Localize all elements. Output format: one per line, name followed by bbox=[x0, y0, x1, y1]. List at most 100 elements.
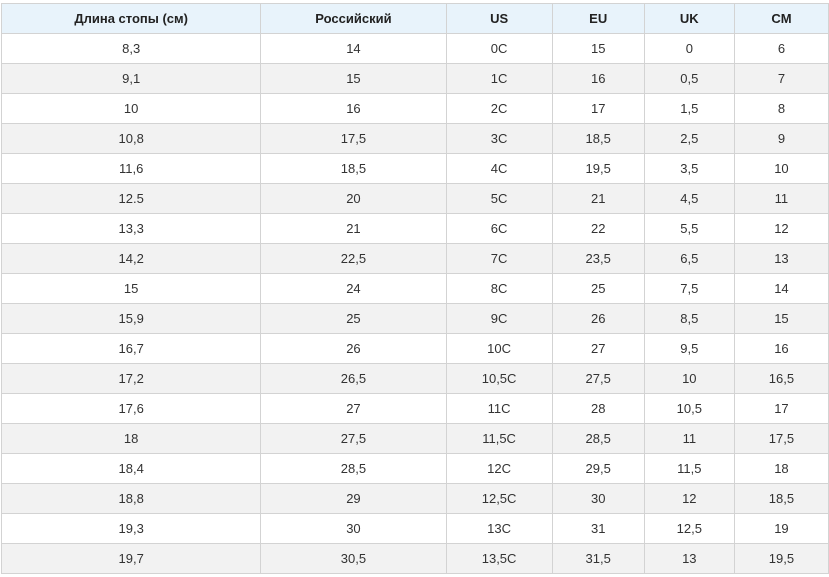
cell-uk: 0 bbox=[643, 33, 735, 64]
table-row: 12.5 20 5C 21 4,5 11 bbox=[0, 183, 829, 214]
cell-foot-length: 17,6 bbox=[0, 393, 262, 424]
cell-us: 7C bbox=[445, 243, 553, 274]
cell-russian: 17,5 bbox=[260, 123, 447, 154]
cell-us: 6C bbox=[445, 213, 553, 244]
cell-cm: 16,5 bbox=[733, 363, 829, 394]
cell-eu: 31,5 bbox=[551, 543, 645, 574]
cell-cm: 13 bbox=[733, 243, 829, 274]
cell-eu: 28,5 bbox=[551, 423, 645, 454]
table-row: 10,8 17,5 3C 18,5 2,5 9 bbox=[0, 123, 829, 154]
cell-russian: 25 bbox=[260, 303, 447, 334]
cell-uk: 5,5 bbox=[643, 213, 735, 244]
cell-russian: 22,5 bbox=[260, 243, 447, 274]
cell-cm: 10 bbox=[733, 153, 829, 184]
cell-russian: 27,5 bbox=[260, 423, 447, 454]
cell-uk: 13 bbox=[643, 543, 735, 574]
cell-uk: 0,5 bbox=[643, 63, 735, 94]
cell-uk: 12 bbox=[643, 483, 735, 514]
header-cm: CM bbox=[733, 3, 829, 34]
cell-uk: 8,5 bbox=[643, 303, 735, 334]
table-row: 18 27,5 11,5C 28,5 11 17,5 bbox=[0, 423, 829, 454]
cell-foot-length: 15,9 bbox=[0, 303, 262, 334]
cell-uk: 11 bbox=[643, 423, 735, 454]
cell-eu: 18,5 bbox=[551, 123, 645, 154]
cell-foot-length: 10,8 bbox=[0, 123, 262, 154]
table-row: 11,6 18,5 4C 19,5 3,5 10 bbox=[0, 153, 829, 184]
cell-eu: 15 bbox=[551, 33, 645, 64]
table-row: 14,2 22,5 7C 23,5 6,5 13 bbox=[0, 243, 829, 274]
cell-foot-length: 8,3 bbox=[0, 33, 262, 64]
cell-eu: 27,5 bbox=[551, 363, 645, 394]
cell-us: 4C bbox=[445, 153, 553, 184]
cell-foot-length: 9,1 bbox=[0, 63, 262, 94]
cell-uk: 7,5 bbox=[643, 273, 735, 304]
cell-eu: 22 bbox=[551, 213, 645, 244]
cell-uk: 12,5 bbox=[643, 513, 735, 544]
cell-uk: 2,5 bbox=[643, 123, 735, 154]
cell-foot-length: 19,7 bbox=[0, 543, 262, 574]
table-header: Длина стопы (см) Российский US EU UK CM bbox=[0, 3, 829, 34]
cell-us: 1C bbox=[445, 63, 553, 94]
cell-foot-length: 13,3 bbox=[0, 213, 262, 244]
cell-russian: 24 bbox=[260, 273, 447, 304]
cell-us: 2C bbox=[445, 93, 553, 124]
cell-cm: 16 bbox=[733, 333, 829, 364]
cell-us: 5C bbox=[445, 183, 553, 214]
table-body: 8,3 14 0C 15 0 6 9,1 15 1C 16 0,5 7 10 16 2C 17 1,5 8 10,8… bbox=[0, 33, 829, 574]
cell-eu: 23,5 bbox=[551, 243, 645, 274]
cell-cm: 12 bbox=[733, 213, 829, 244]
cell-russian: 28,5 bbox=[260, 453, 447, 484]
table-row: 15 24 8C 25 7,5 14 bbox=[0, 273, 829, 304]
header-russian: Российский bbox=[260, 3, 447, 34]
cell-eu: 19,5 bbox=[551, 153, 645, 184]
cell-eu: 26 bbox=[551, 303, 645, 334]
size-conversion-table: Длина стопы (см) Российский US EU UK CM … bbox=[0, 3, 829, 574]
cell-eu: 17 bbox=[551, 93, 645, 124]
cell-russian: 30,5 bbox=[260, 543, 447, 574]
cell-cm: 15 bbox=[733, 303, 829, 334]
cell-cm: 6 bbox=[733, 33, 829, 64]
cell-us: 11,5C bbox=[445, 423, 553, 454]
cell-eu: 28 bbox=[551, 393, 645, 424]
cell-us: 12,5C bbox=[445, 483, 553, 514]
cell-foot-length: 12.5 bbox=[0, 183, 262, 214]
cell-us: 9C bbox=[445, 303, 553, 334]
cell-eu: 29,5 bbox=[551, 453, 645, 484]
cell-russian: 18,5 bbox=[260, 153, 447, 184]
cell-cm: 14 bbox=[733, 273, 829, 304]
cell-uk: 10 bbox=[643, 363, 735, 394]
table-row: 18,4 28,5 12C 29,5 11,5 18 bbox=[0, 453, 829, 484]
cell-eu: 31 bbox=[551, 513, 645, 544]
cell-foot-length: 10 bbox=[0, 93, 262, 124]
cell-cm: 11 bbox=[733, 183, 829, 214]
cell-us: 10C bbox=[445, 333, 553, 364]
cell-uk: 11,5 bbox=[643, 453, 735, 484]
cell-eu: 27 bbox=[551, 333, 645, 364]
cell-us: 11C bbox=[445, 393, 553, 424]
cell-foot-length: 14,2 bbox=[0, 243, 262, 274]
cell-foot-length: 19,3 bbox=[0, 513, 262, 544]
cell-uk: 3,5 bbox=[643, 153, 735, 184]
table-row: 17,2 26,5 10,5C 27,5 10 16,5 bbox=[0, 363, 829, 394]
cell-cm: 19 bbox=[733, 513, 829, 544]
cell-russian: 14 bbox=[260, 33, 447, 64]
header-uk: UK bbox=[643, 3, 735, 34]
cell-cm: 8 bbox=[733, 93, 829, 124]
cell-cm: 17 bbox=[733, 393, 829, 424]
table-row: 19,3 30 13C 31 12,5 19 bbox=[0, 513, 829, 544]
table-row: 15,9 25 9C 26 8,5 15 bbox=[0, 303, 829, 334]
table-row: 16,7 26 10C 27 9,5 16 bbox=[0, 333, 829, 364]
cell-russian: 15 bbox=[260, 63, 447, 94]
cell-russian: 16 bbox=[260, 93, 447, 124]
header-eu: EU bbox=[551, 3, 645, 34]
cell-eu: 25 bbox=[551, 273, 645, 304]
cell-cm: 18,5 bbox=[733, 483, 829, 514]
cell-eu: 16 bbox=[551, 63, 645, 94]
cell-uk: 6,5 bbox=[643, 243, 735, 274]
cell-uk: 10,5 bbox=[643, 393, 735, 424]
cell-us: 13C bbox=[445, 513, 553, 544]
cell-cm: 18 bbox=[733, 453, 829, 484]
cell-russian: 27 bbox=[260, 393, 447, 424]
cell-foot-length: 11,6 bbox=[0, 153, 262, 184]
cell-russian: 21 bbox=[260, 213, 447, 244]
